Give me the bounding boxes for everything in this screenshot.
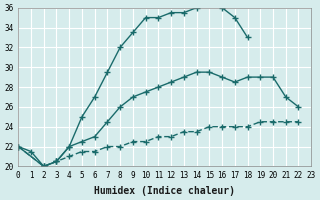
X-axis label: Humidex (Indice chaleur): Humidex (Indice chaleur) xyxy=(94,186,235,196)
